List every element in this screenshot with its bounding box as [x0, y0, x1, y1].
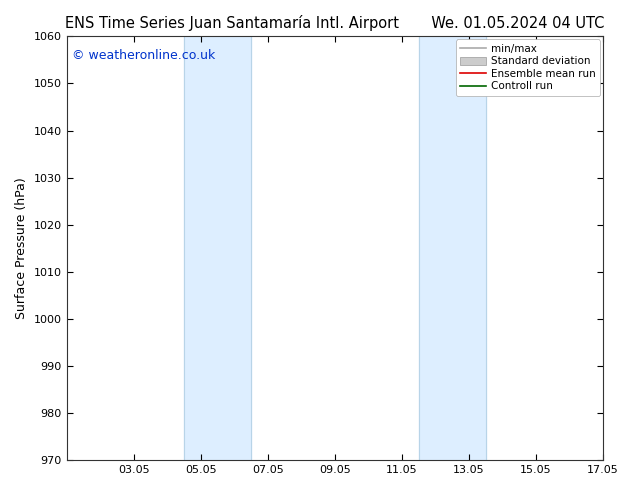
- Bar: [418, 36, 486, 460]
- Y-axis label: Surface Pressure (hPa): Surface Pressure (hPa): [15, 177, 28, 319]
- Bar: [184, 36, 251, 460]
- Text: © weatheronline.co.uk: © weatheronline.co.uk: [72, 49, 215, 62]
- Title: ENS Time Series Juan Santamaría Intl. Airport       We. 01.05.2024 04 UTC: ENS Time Series Juan Santamaría Intl. Ai…: [65, 15, 605, 31]
- Legend: min/max, Standard deviation, Ensemble mean run, Controll run: min/max, Standard deviation, Ensemble me…: [456, 40, 600, 96]
